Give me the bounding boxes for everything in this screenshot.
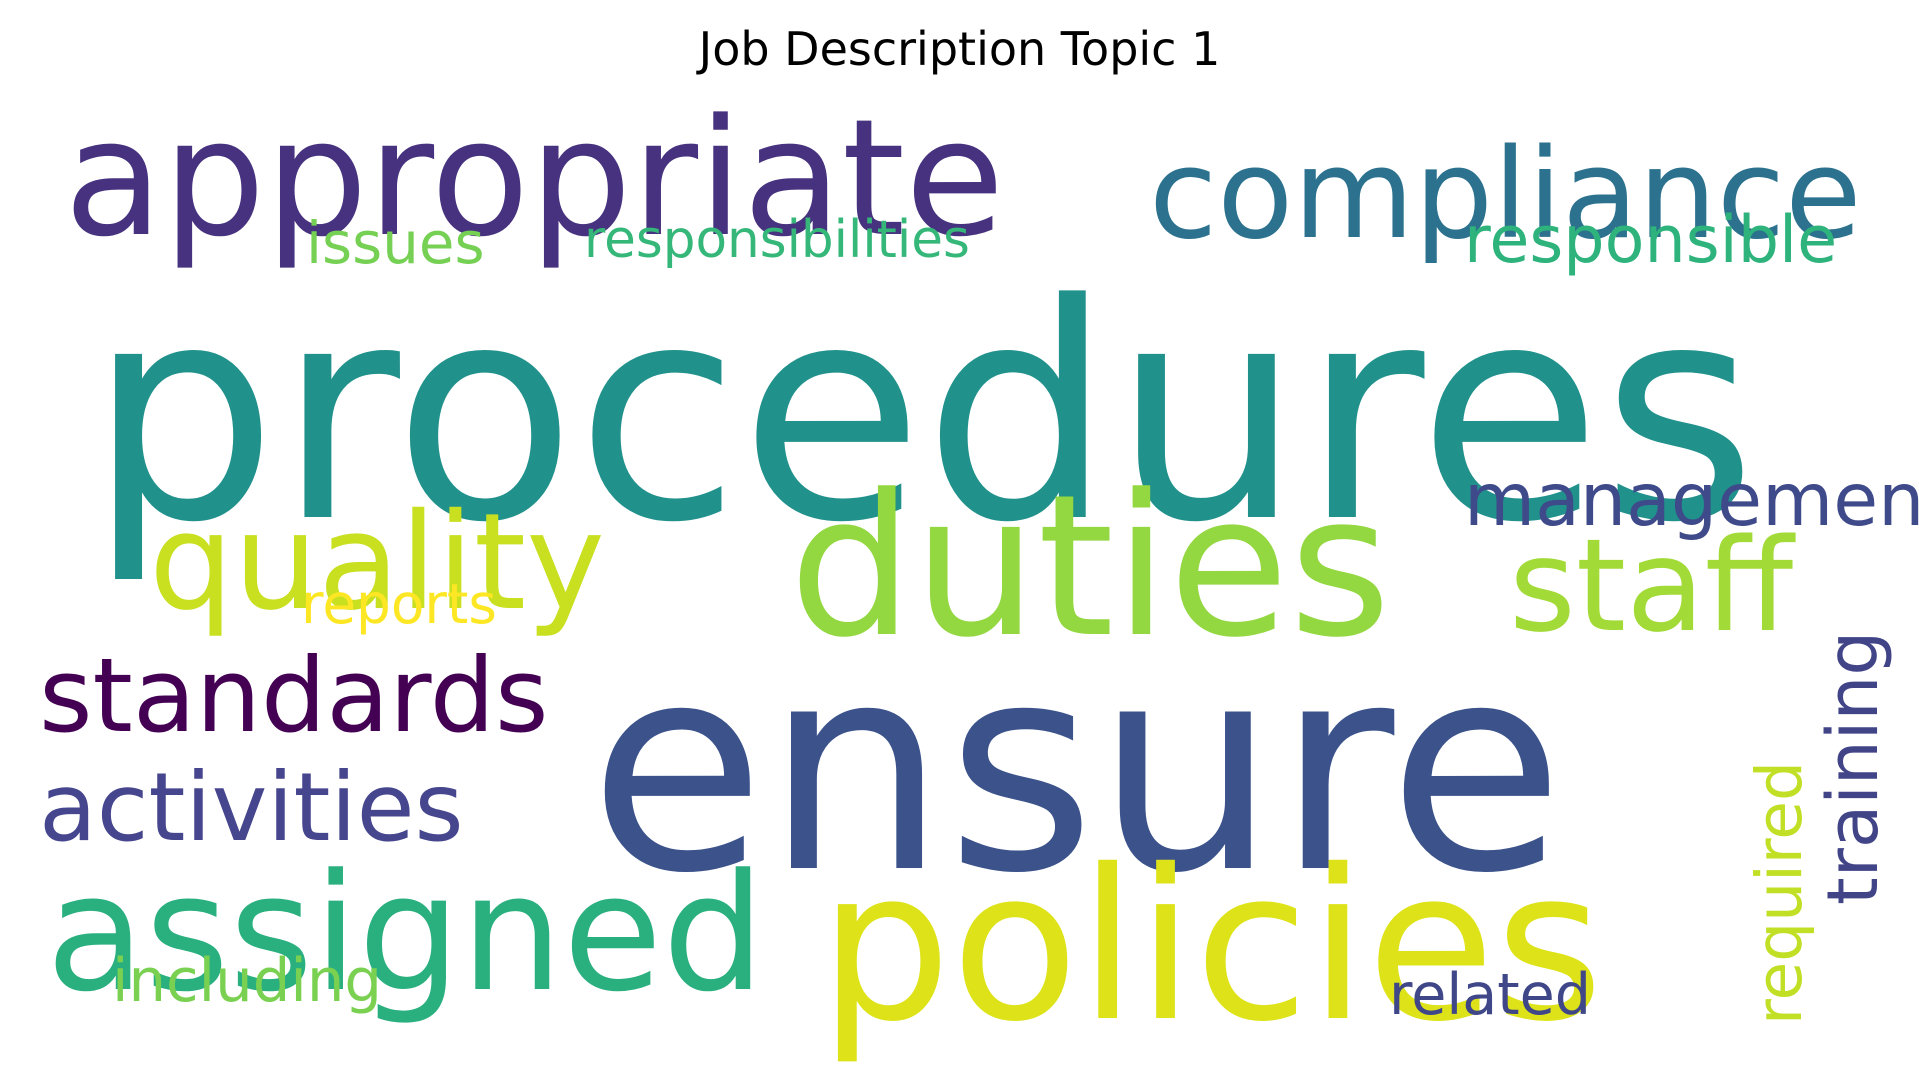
chart-title: Job Description Topic 1: [698, 22, 1221, 76]
word-activities: activities: [39, 754, 464, 864]
word-management: management: [1464, 457, 1919, 543]
word-quality: quality: [149, 484, 605, 640]
word-reports: reports: [301, 571, 497, 636]
word-training: training: [1810, 630, 1894, 905]
word-assigned: assigned: [46, 840, 765, 1029]
word-staff: staff: [1509, 512, 1794, 662]
word-policies: policies: [819, 826, 1604, 1068]
word-duties: duties: [789, 452, 1392, 681]
word-required: required: [1742, 761, 1816, 1025]
word-including: including: [112, 946, 383, 1016]
word-ensure: ensure: [589, 602, 1565, 936]
word-responsible: responsible: [1464, 203, 1838, 279]
word-compliance: compliance: [1149, 122, 1862, 267]
word-appropriate: appropriate: [64, 85, 1005, 274]
word-standards: standards: [39, 637, 549, 757]
word-related: related: [1389, 962, 1591, 1029]
word-issues: issues: [306, 209, 485, 278]
word-procedures: procedures: [88, 240, 1757, 588]
word-cloud: procedures ensure appropriate policies d…: [24, 85, 1919, 1051]
word-responsibilities: responsibilities: [584, 210, 970, 271]
